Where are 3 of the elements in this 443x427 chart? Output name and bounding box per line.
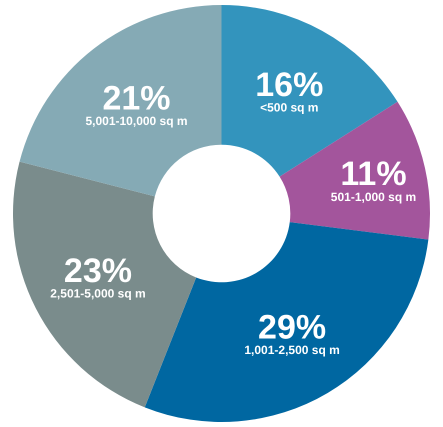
donut-slice <box>20 5 222 196</box>
donut-slice <box>13 162 196 408</box>
donut-slice <box>144 222 428 422</box>
